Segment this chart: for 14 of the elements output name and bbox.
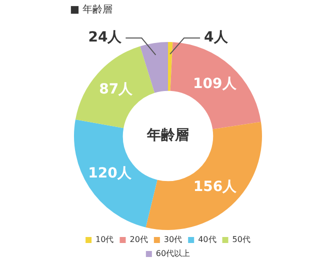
text: 年齢層 — [146, 128, 189, 144]
legend-label: 20代 — [130, 235, 148, 244]
data-label: 156人 — [193, 178, 238, 195]
data-label: 4人 — [204, 30, 229, 46]
data-label: 87人 — [99, 82, 134, 98]
legend-label: 30代 — [164, 235, 182, 244]
data-label: 109人 — [193, 76, 238, 92]
legend-label: 60代以上 — [156, 249, 190, 258]
data-label: 120人 — [88, 166, 132, 182]
data-label: 24人 — [88, 30, 123, 46]
legend-label: 10代 — [96, 235, 114, 244]
legend-label: 50代 — [232, 235, 250, 244]
legend-label: 40代 — [198, 235, 216, 244]
chart-title: ■ 年齢層 — [70, 4, 113, 16]
